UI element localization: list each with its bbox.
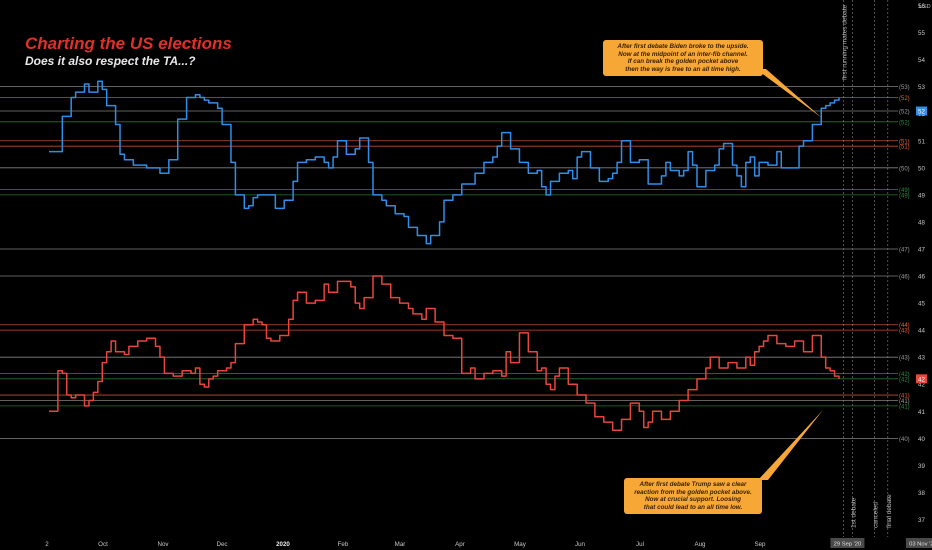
- time-tick-label: 2: [45, 541, 49, 548]
- level-label: (41): [899, 399, 910, 405]
- chart-title: Charting the US elections: [25, 34, 232, 53]
- time-tick-label: May: [514, 541, 527, 548]
- level-label: (40): [899, 437, 910, 443]
- time-tick-label: Jul: [636, 541, 644, 548]
- price-tick-label: 41: [918, 409, 925, 416]
- last-price-label: 52: [918, 109, 925, 116]
- price-tick-label: 39: [918, 463, 925, 470]
- event-date-label: 29 Sep '20: [834, 542, 862, 548]
- price-axis-bg: [915, 0, 932, 550]
- trump-annotation: After first debate Trump saw a clear rea…: [624, 478, 762, 515]
- price-axis-unit: USD: [919, 4, 931, 10]
- level-label: (52): [899, 120, 910, 126]
- level-label: (43): [899, 356, 910, 362]
- price-tick-label: 49: [918, 192, 925, 199]
- last-price-tag: [916, 106, 927, 116]
- price-tick-label: 56: [918, 3, 925, 10]
- last-price-label: 42: [918, 376, 925, 383]
- biden-line: [49, 80, 840, 245]
- price-tick-label: 40: [918, 436, 925, 443]
- level-label: (49): [899, 188, 910, 194]
- event-label: 1st debate: [850, 497, 857, 528]
- event-label: canceled: [873, 502, 880, 528]
- price-tick-label: 45: [918, 301, 925, 308]
- last-price-tag: [916, 374, 927, 384]
- trump-line: [49, 275, 840, 431]
- price-tick-label: 53: [918, 84, 925, 91]
- price-tick-label: 44: [918, 328, 925, 335]
- time-tick-label: Dec: [216, 541, 227, 548]
- price-tick-label: 48: [918, 219, 925, 226]
- series: [49, 80, 840, 431]
- event-lines: first running mates debate 1st debate canc…: [841, 0, 924, 537]
- time-axis: 2 Oct Nov Dec 2020 Feb Mar Apr May Jun Jul Aug Sep 29…: [45, 538, 932, 548]
- trump-annotation-line: reaction from the golden pocket above.: [634, 488, 752, 496]
- event-date-label: 03 Nov '20: [909, 542, 932, 548]
- trump-annotation-line: Now at crucial support. Loosing: [645, 496, 741, 504]
- time-tick-label: Mar: [395, 541, 406, 548]
- biden-annotation-line: then the way is free to an all time high…: [625, 65, 741, 73]
- price-tick-label: 55: [918, 30, 925, 37]
- level-label: (42): [899, 372, 910, 378]
- biden-callout-pointer: [756, 69, 822, 118]
- biden-annotation-line: If can break the golden pocket above: [627, 58, 739, 66]
- level-label: (47): [899, 247, 910, 253]
- level-label: (52): [899, 96, 910, 102]
- chart-subtitle: Does it also respect the TA...?: [25, 54, 196, 68]
- biden-annotation-line: After first debate Biden broke to the up…: [617, 43, 749, 50]
- price-axis: USD 37 38 39 40 41 42 43 44 45 46 47 48 49 50 51 52 53 54 5…: [915, 0, 932, 550]
- level-label: (52): [899, 110, 910, 116]
- event-label: first running mates debate: [841, 4, 848, 80]
- level-label: (41): [899, 394, 910, 400]
- time-tick-label: Sep: [754, 541, 766, 548]
- time-tick-label: 2020: [276, 541, 290, 548]
- time-tick-label: Feb: [338, 541, 349, 548]
- event-date-flag: [830, 538, 865, 548]
- price-tick-label: 38: [918, 490, 925, 497]
- trump-annotation-line: After first debate Trump saw a clear: [639, 481, 747, 488]
- biden-annotation-line: Now at the midpoint of an inter-fib chan…: [618, 50, 748, 58]
- horizontal-levels: (53) (52) (52) (52) (51)(51) (50) (49)(49) (47)…: [0, 85, 910, 443]
- trump-callout-pointer: [758, 410, 823, 480]
- trump-annotation-line: that could lead to an all time low.: [643, 503, 743, 511]
- price-tick-label: 42: [918, 382, 925, 389]
- price-tick-label: 46: [918, 274, 925, 281]
- price-tick-label: 50: [918, 165, 925, 172]
- level-label: (46): [899, 275, 910, 281]
- event-date-flag: [905, 538, 932, 548]
- callout-pointers: [756, 69, 823, 480]
- price-tick-label: 43: [918, 355, 925, 362]
- time-tick-label: Nov: [157, 541, 169, 548]
- price-tick-label: 51: [918, 138, 925, 145]
- time-tick-label: Oct: [98, 541, 108, 548]
- time-tick-label: Aug: [694, 541, 706, 548]
- price-tick-label: 37: [918, 517, 925, 524]
- biden-annotation: After first debate Biden broke to the up…: [603, 40, 763, 77]
- time-tick-label: Jun: [575, 541, 586, 548]
- level-label: (41): [899, 404, 910, 410]
- level-label: (51): [899, 139, 910, 145]
- level-label: (42): [899, 377, 910, 383]
- level-label: (49): [899, 193, 910, 199]
- event-label: final debate: [886, 494, 893, 528]
- time-tick-label: Apr: [455, 541, 465, 548]
- level-label: (50): [899, 166, 910, 172]
- level-label: (53): [899, 85, 910, 91]
- price-tick-label: 47: [918, 246, 925, 253]
- level-label: (43): [899, 329, 910, 335]
- price-tick-label: 54: [918, 57, 925, 64]
- level-label: (44): [899, 323, 910, 329]
- level-label: (51): [899, 145, 910, 151]
